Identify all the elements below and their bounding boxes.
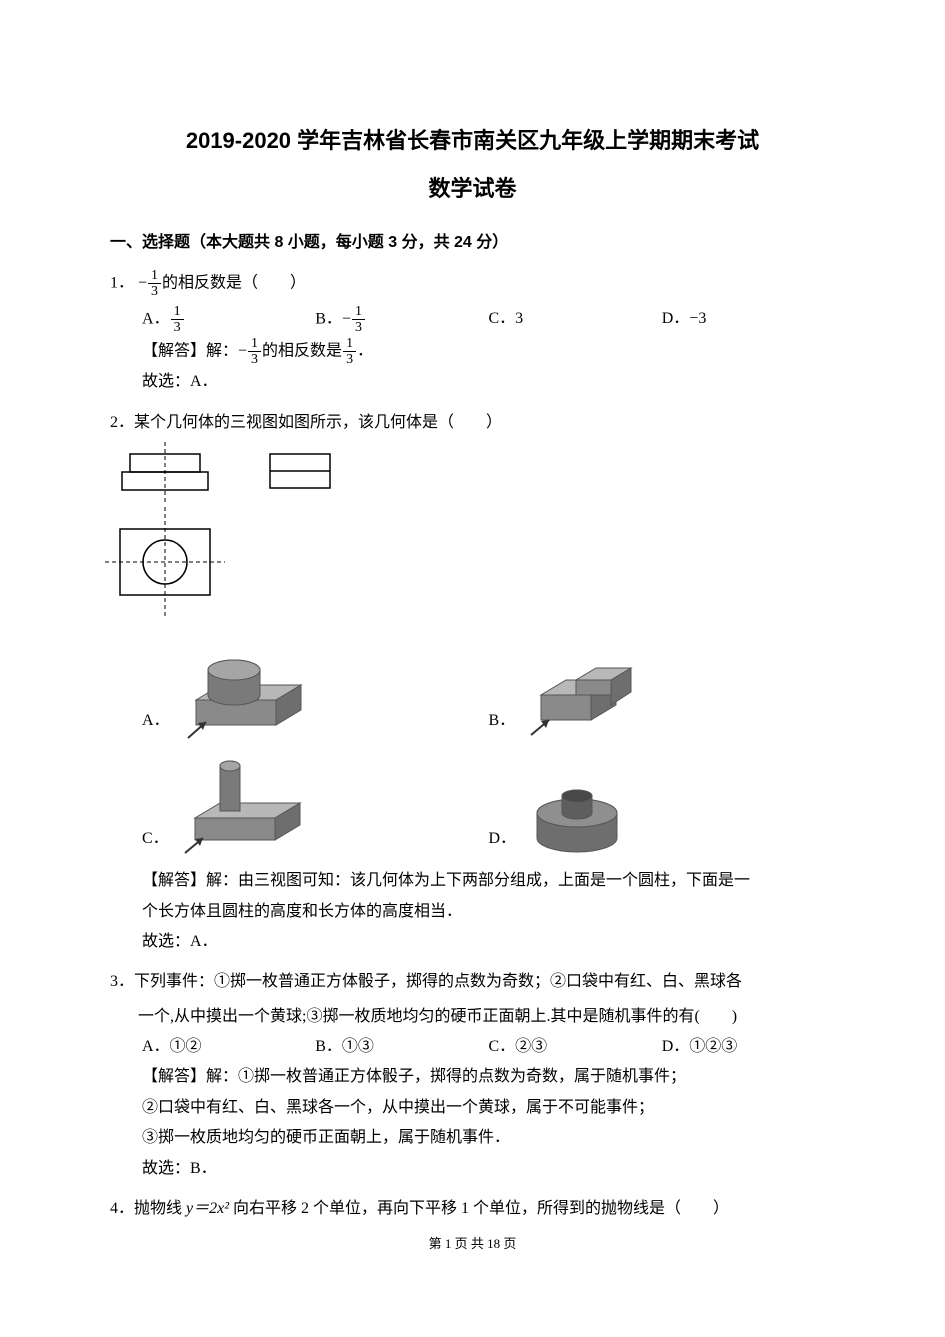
q3-opt-c: C．②③ xyxy=(489,1032,662,1062)
q3-opt-d: D．①②③ xyxy=(662,1032,835,1062)
section-1-header: 一、选择题（本大题共 8 小题，每小题 3 分，共 24 分） xyxy=(110,228,835,258)
q3-conclusion: 故选：B． xyxy=(110,1154,835,1184)
q4-stem-before: 抛物线 xyxy=(134,1200,186,1217)
q1-stem-before: − xyxy=(138,275,147,292)
q2-opt-c: C． xyxy=(142,748,489,858)
q2-solution-line-2: 个长方体且圆柱的高度和长方体的高度相当． xyxy=(110,897,835,927)
front-view-icon xyxy=(100,507,230,627)
page-footer: 第 1 页 共 18 页 xyxy=(110,1232,835,1257)
title-line-1: 2019-2020 学年吉林省长春市南关区九年级上学期期末考试 xyxy=(110,120,835,162)
solid-b-icon xyxy=(521,640,661,740)
q2: 2．某个几何体的三视图如图所示，该几何体是（ ） xyxy=(110,408,835,438)
q3-opt-b: B．①③ xyxy=(315,1032,488,1062)
q4-number: 4． xyxy=(110,1200,134,1217)
q2-orthographic-views xyxy=(110,442,835,632)
q2-number: 2． xyxy=(110,414,134,431)
q3-stem-line-2: 一个,从中摸出一个黄球;③掷一枚质地均匀的硬币正面朝上.其中是随机事件的有( ) xyxy=(110,1002,835,1032)
solid-a-icon xyxy=(176,640,316,740)
q4-stem-after: 向右平移 2 个单位，再向下平移 1 个单位，所得到的抛物线是（ ） xyxy=(229,1200,729,1217)
q1-stem-after: 的相反数是（ ） xyxy=(162,275,306,292)
q2-opt-d: D． xyxy=(489,768,836,858)
q2-options-row-2: C． D． xyxy=(110,748,835,858)
q3: 3．下列事件：①掷一枚普通正方体骰子，掷得的点数为奇数；②口袋中有红、白、黑球各 xyxy=(110,967,835,997)
solid-c-icon xyxy=(175,748,315,858)
q2-opt-b: B． xyxy=(489,640,836,740)
q1-options: A．13 B．−13 C．3 D．−3 xyxy=(110,304,835,336)
q2-options-row-1: A． B． xyxy=(110,640,835,740)
q2-stem: 某个几何体的三视图如图所示，该几何体是（ ） xyxy=(134,414,502,431)
q3-solution-3: ③掷一枚质地均匀的硬币正面朝上，属于随机事件． xyxy=(110,1123,835,1153)
solid-d-icon xyxy=(522,768,642,858)
q1-conclusion: 故选：A． xyxy=(110,367,835,397)
q1-opt-a: A．13 xyxy=(142,304,315,336)
q3-stem-line-1: 下列事件：①掷一枚普通正方体骰子，掷得的点数为奇数；②口袋中有红、白、黑球各 xyxy=(134,973,742,990)
q2-opt-a: A． xyxy=(142,640,489,740)
title-line-2: 数学试卷 xyxy=(110,168,835,210)
q2-conclusion: 故选：A． xyxy=(110,927,835,957)
q1-opt-b: B．−13 xyxy=(315,304,488,336)
q3-solution-2: ②口袋中有红、白、黑球各一个，从中摸出一个黄球，属于不可能事件； xyxy=(110,1093,835,1123)
q1-opt-d: D．−3 xyxy=(662,304,835,336)
q4-math: y＝2x² xyxy=(186,1200,229,1217)
q3-options: A．①② B．①③ C．②③ D．①②③ xyxy=(110,1032,835,1062)
q1-opt-c: C．3 xyxy=(489,304,662,336)
q2-solution-line-1: 【解答】解：由三视图可知：该几何体为上下两部分组成，上面是一个圆柱，下面是一 xyxy=(110,866,835,896)
q4: 4．抛物线 y＝2x² 向右平移 2 个单位，再向下平移 1 个单位，所得到的抛… xyxy=(110,1194,835,1224)
page: 2019-2020 学年吉林省长春市南关区九年级上学期期末考试 数学试卷 一、选… xyxy=(0,0,945,1297)
q1-solution: 【解答】解：−13的相反数是13． xyxy=(110,336,835,368)
q1: 1． −13的相反数是（ ） xyxy=(110,268,835,300)
side-view-icon xyxy=(260,442,340,502)
fraction-1-3: 13 xyxy=(148,268,161,300)
q3-solution-1: 【解答】解：①掷一枚普通正方体骰子，掷得的点数为奇数，属于随机事件； xyxy=(110,1062,835,1092)
q3-opt-a: A．①② xyxy=(142,1032,315,1062)
q3-number: 3． xyxy=(110,973,134,990)
top-view-icon xyxy=(110,442,220,502)
q1-number: 1． xyxy=(110,275,134,292)
